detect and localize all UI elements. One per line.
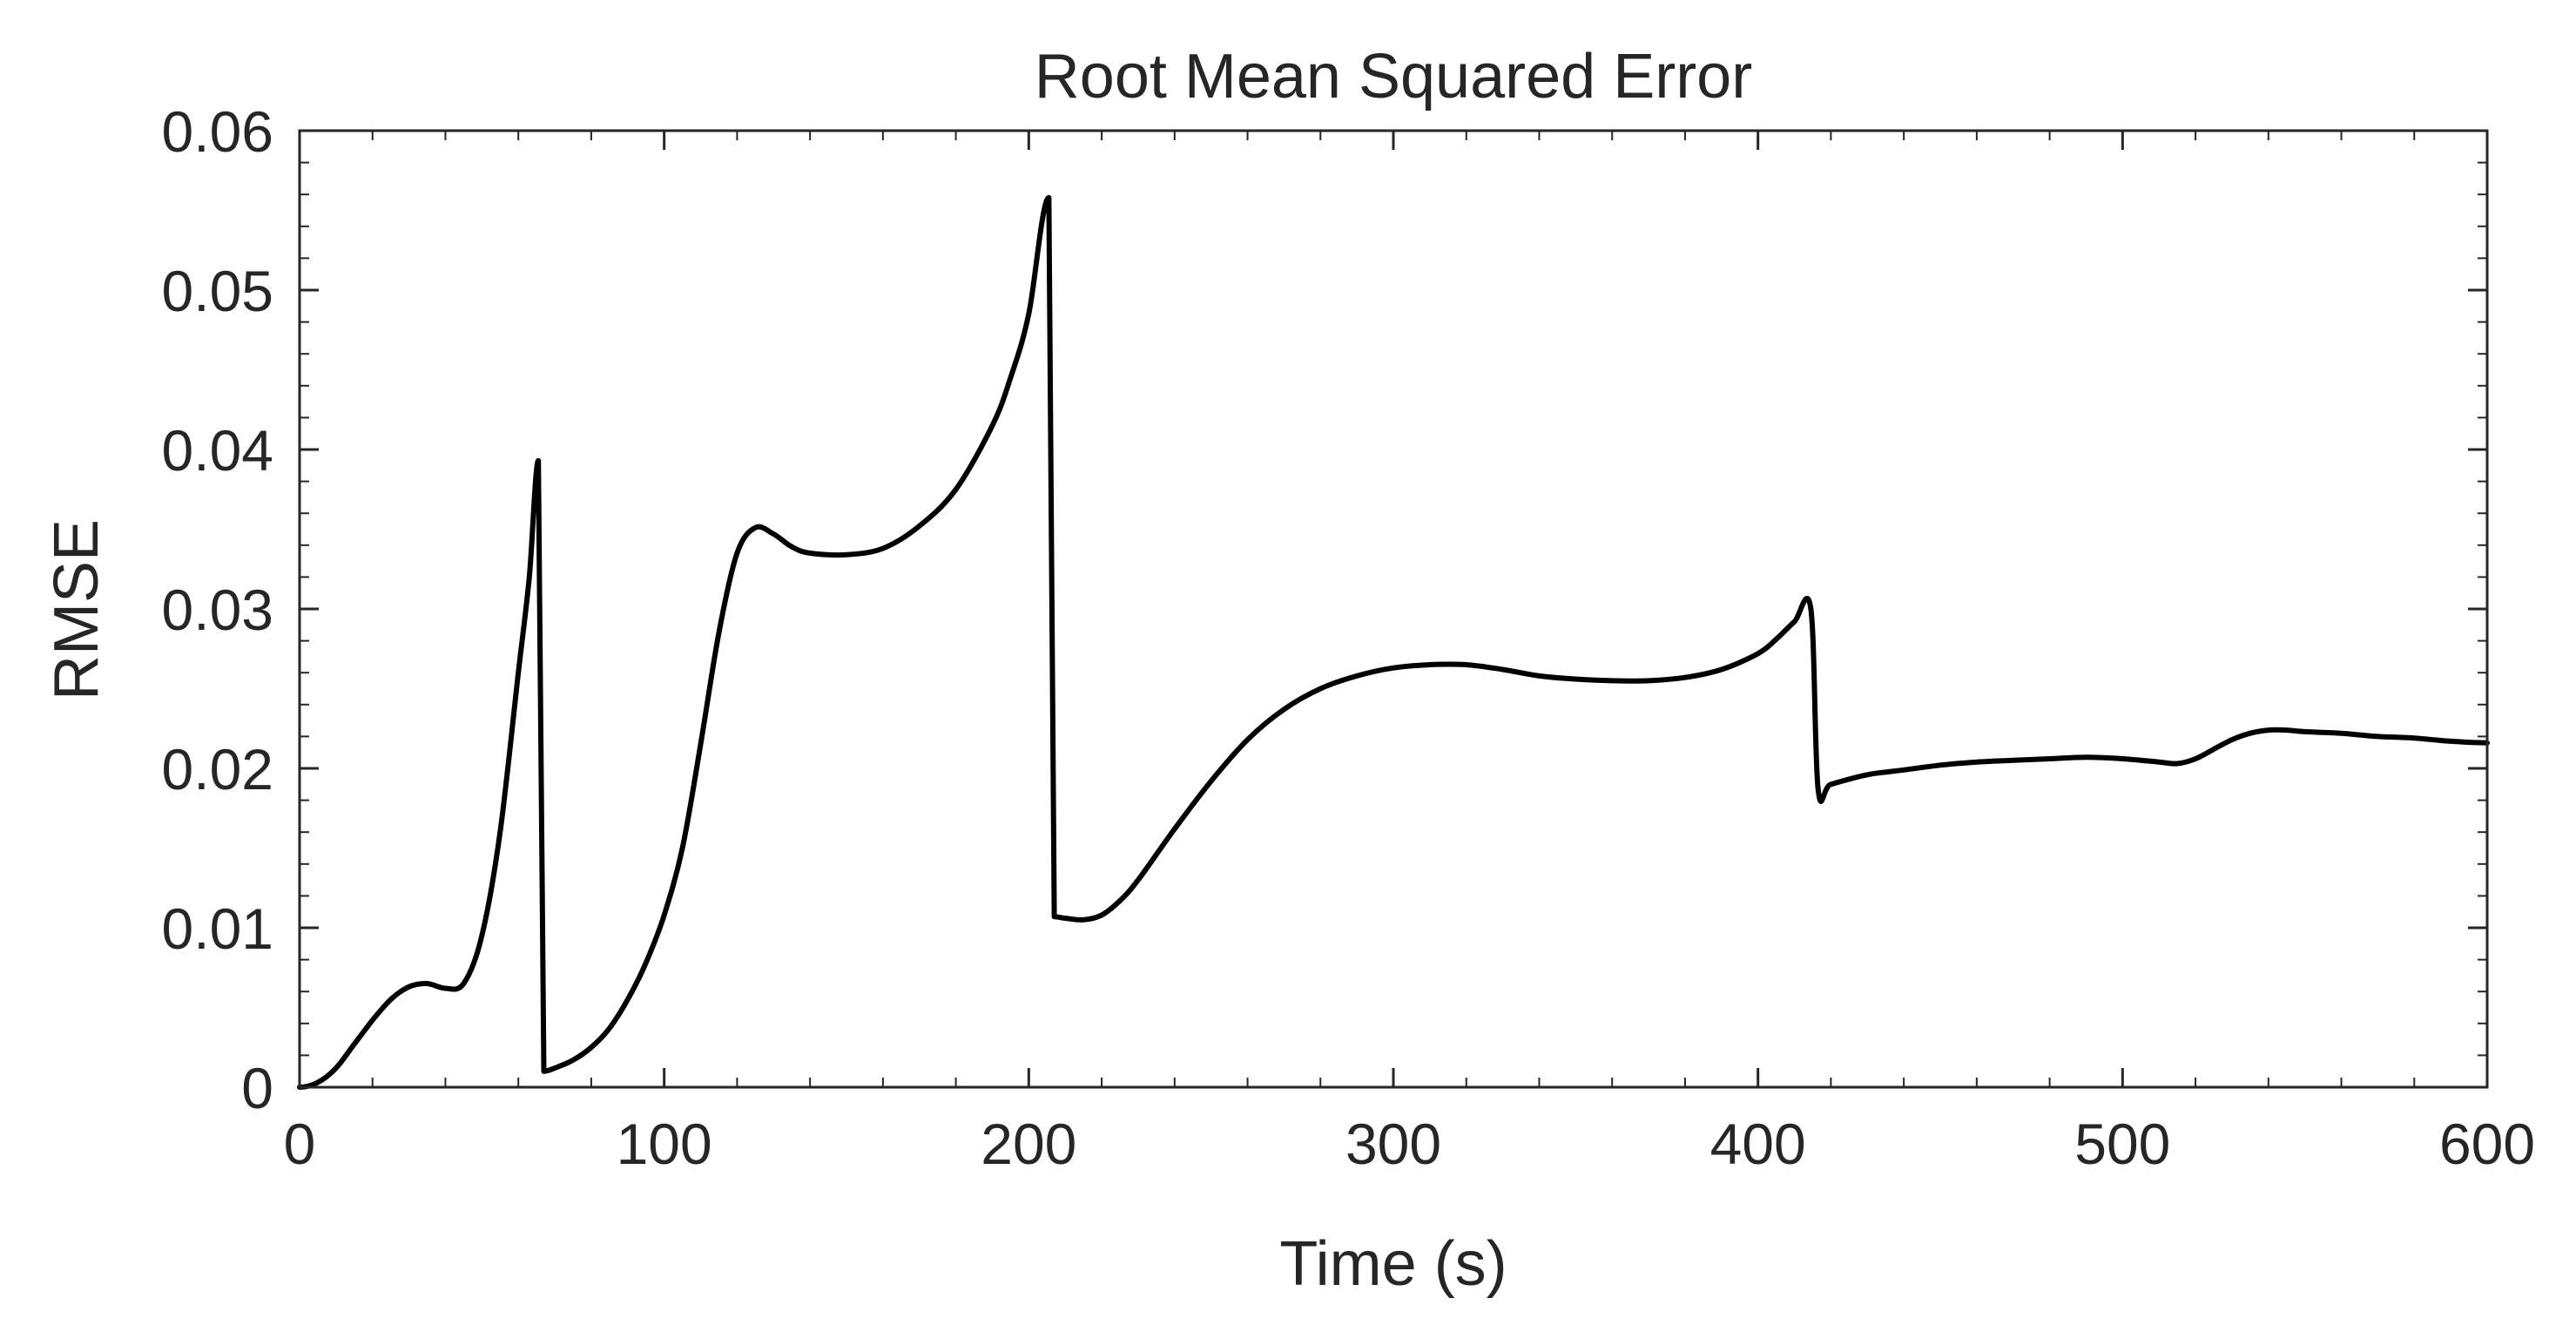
y-axis-label: RMSE <box>42 519 111 700</box>
y-tick-label: 0.05 <box>162 259 273 323</box>
x-tick-label: 200 <box>981 1112 1076 1176</box>
minor-ticks <box>300 131 2487 1087</box>
y-tick-label: 0.01 <box>162 896 273 961</box>
rmse-series-line <box>297 194 2490 1090</box>
y-tick-label: 0.02 <box>162 737 273 801</box>
chart-title: Root Mean Squared Error <box>1035 42 1752 112</box>
x-tick-label: 0 <box>284 1112 316 1176</box>
x-tick-label: 100 <box>617 1112 712 1176</box>
plot-frame <box>298 129 2489 1089</box>
major-ticks <box>298 129 2489 1089</box>
x-tick-label: 300 <box>1345 1112 1441 1176</box>
x-tick-label: 600 <box>2439 1112 2535 1176</box>
y-tick-label: 0.06 <box>162 99 273 164</box>
tick-labels: 0 100 200 300 400 500 600 0 0.01 0.02 0.03 0.04 0.05… <box>162 99 2536 1176</box>
y-tick-label: 0.04 <box>162 418 273 483</box>
x-tick-label: 400 <box>1710 1112 1806 1176</box>
x-tick-label: 500 <box>2074 1112 2170 1176</box>
y-tick-label: 0.03 <box>162 578 273 642</box>
y-tick-label: 0 <box>241 1056 273 1120</box>
x-axis-label: Time (s) <box>1279 1229 1507 1299</box>
